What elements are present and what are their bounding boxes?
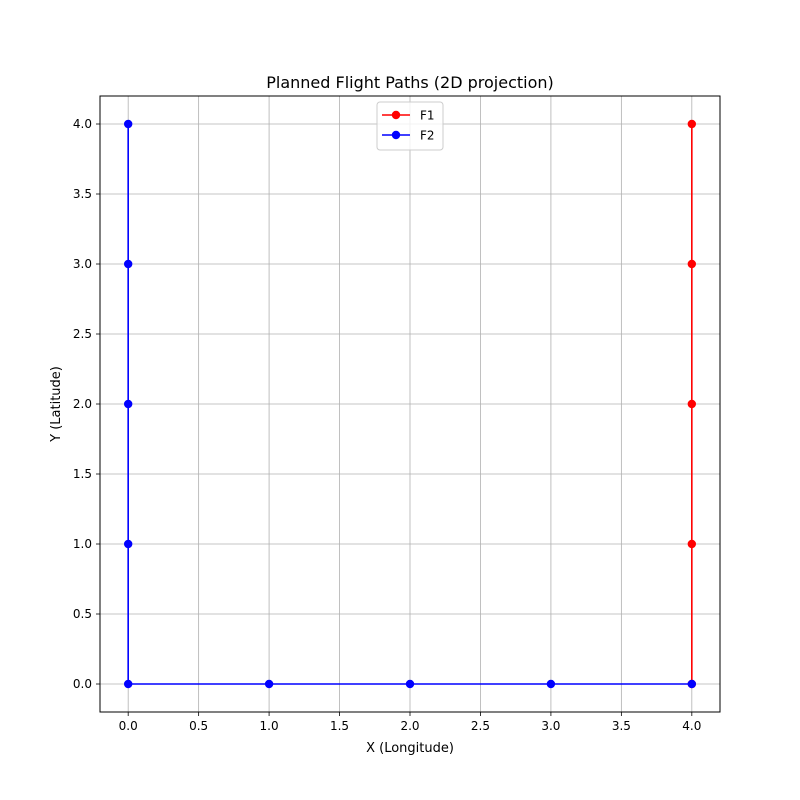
x-tick-label: 1.0 [260,719,279,733]
point-f1 [687,259,697,269]
y-tick-label: 3.5 [73,187,92,201]
x-tick-label: 0.0 [119,719,138,733]
y-axis-label: Y (Latitude) [49,366,64,443]
point-f1 [687,399,697,409]
point-f2 [123,679,133,689]
point-f1 [687,539,697,549]
x-tick-label: 1.5 [330,719,349,733]
x-tick-label: 3.0 [541,719,560,733]
point-f2 [123,259,133,269]
point-f2 [123,399,133,409]
legend-label-f2: F2 [420,129,435,143]
point-f2 [687,679,697,689]
legend-label-f1: F1 [420,109,435,123]
point-f1 [687,119,697,129]
y-tick-label: 3.0 [73,257,92,271]
point-f2 [546,679,556,689]
point-f2 [123,539,133,549]
point-f2 [405,679,415,689]
x-tick-label: 0.5 [189,719,208,733]
y-tick-label: 0.5 [73,607,92,621]
y-tick-label: 4.0 [73,117,92,131]
y-tick-label: 1.0 [73,537,92,551]
legend-marker-f2 [391,130,401,140]
y-tick-label: 2.5 [73,327,92,341]
point-f2 [264,679,274,689]
x-tick-label: 3.5 [612,719,631,733]
legend-marker-f1 [391,110,401,120]
x-tick-label: 4.0 [682,719,701,733]
y-tick-label: 1.5 [73,467,92,481]
axis-ticks: 0.0 0.5 1.0 1.5 2.0 2.5 3.0 3.5 4.0 0.0 0.5 1.0 1.5 2… [73,117,701,733]
chart-title: Planned Flight Paths (2D projection) [266,73,554,92]
y-tick-label: 0.0 [73,677,92,691]
x-tick-label: 2.5 [471,719,490,733]
x-tick-label: 2.0 [400,719,419,733]
y-tick-label: 2.0 [73,397,92,411]
series-layer [123,119,697,689]
point-f2 [123,119,133,129]
x-axis-label: X (Longitude) [366,741,454,756]
